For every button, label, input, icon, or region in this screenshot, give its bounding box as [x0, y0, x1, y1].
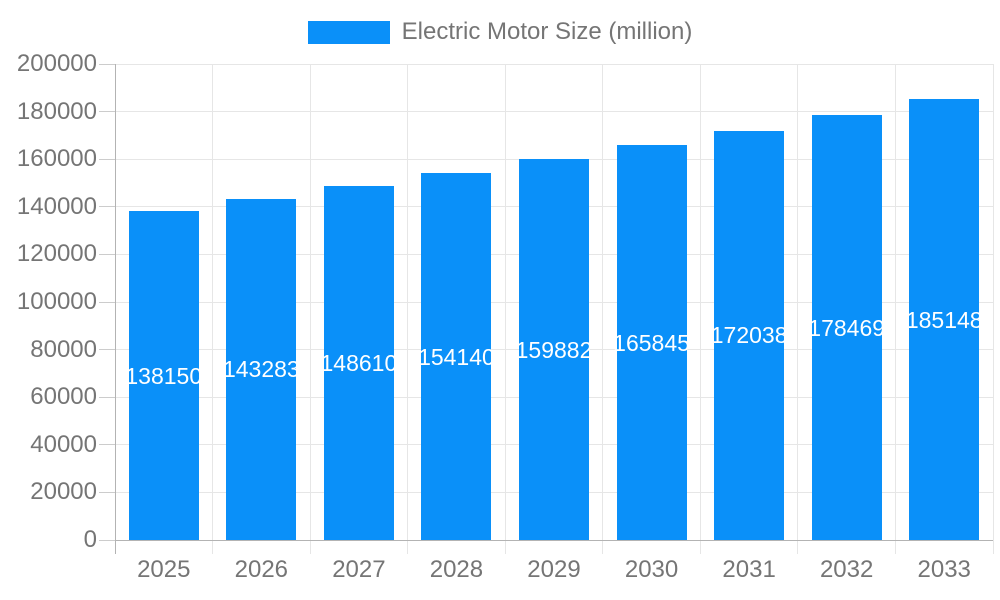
- x-axis-label: 2025: [137, 556, 191, 583]
- x-gridline: [992, 64, 994, 554]
- x-gridline: [504, 64, 506, 554]
- y-gridline: [115, 111, 993, 113]
- y-axis-label: 140000: [16, 192, 97, 220]
- y-tick: [99, 111, 115, 113]
- x-axis-label: 2027: [332, 556, 386, 583]
- y-tick: [99, 396, 115, 398]
- x-axis-label: 2029: [527, 556, 581, 583]
- x-gridline: [797, 64, 799, 554]
- bar[interactable]: [811, 115, 882, 540]
- legend-swatch: [307, 20, 390, 44]
- legend[interactable]: Electric Motor Size (million): [0, 14, 1000, 50]
- y-axis-label: 40000: [30, 430, 97, 458]
- bar[interactable]: [909, 99, 980, 540]
- y-axis-label: 20000: [30, 478, 97, 506]
- y-tick: [99, 539, 115, 541]
- bar[interactable]: [714, 130, 785, 540]
- bar[interactable]: [226, 198, 297, 540]
- y-tick: [99, 253, 115, 255]
- y-gridline: [115, 158, 993, 160]
- bar[interactable]: [128, 211, 199, 540]
- y-tick: [99, 301, 115, 303]
- y-tick: [99, 491, 115, 493]
- x-axis-label: 2032: [819, 556, 874, 583]
- bar[interactable]: [616, 145, 687, 540]
- y-axis-label: 0: [83, 526, 97, 553]
- y-axis-label: 160000: [16, 145, 97, 173]
- y-axis-label: 180000: [16, 97, 97, 125]
- y-axis-label: 120000: [16, 240, 97, 268]
- x-gridline: [699, 64, 701, 554]
- x-axis-label: 2026: [234, 556, 289, 583]
- bar[interactable]: [323, 186, 394, 540]
- x-gridline: [212, 64, 214, 554]
- x-axis-label: 2033: [917, 556, 971, 583]
- y-tick: [99, 444, 115, 446]
- y-axis-label: 200000: [16, 50, 97, 77]
- x-gridline: [407, 64, 409, 554]
- y-tick: [99, 349, 115, 351]
- y-axis-label: 60000: [30, 383, 97, 411]
- x-gridline: [309, 64, 311, 554]
- x-axis-label: 2030: [624, 556, 679, 583]
- y-tick: [99, 63, 115, 65]
- x-axis-label: 2031: [722, 556, 776, 583]
- bar[interactable]: [519, 159, 589, 540]
- y-tick: [99, 206, 115, 208]
- bar[interactable]: [421, 173, 492, 540]
- x-axis-line: [115, 539, 993, 541]
- y-axis-label: 80000: [30, 335, 97, 363]
- legend-label: Electric Motor Size (million): [401, 18, 693, 45]
- x-gridline: [894, 64, 896, 554]
- x-gridline: [602, 64, 604, 554]
- y-axis-label: 100000: [16, 288, 97, 315]
- y-gridline: [115, 63, 993, 65]
- y-axis-line: [114, 64, 116, 554]
- y-tick: [99, 158, 115, 160]
- x-axis-label: 2028: [429, 556, 484, 583]
